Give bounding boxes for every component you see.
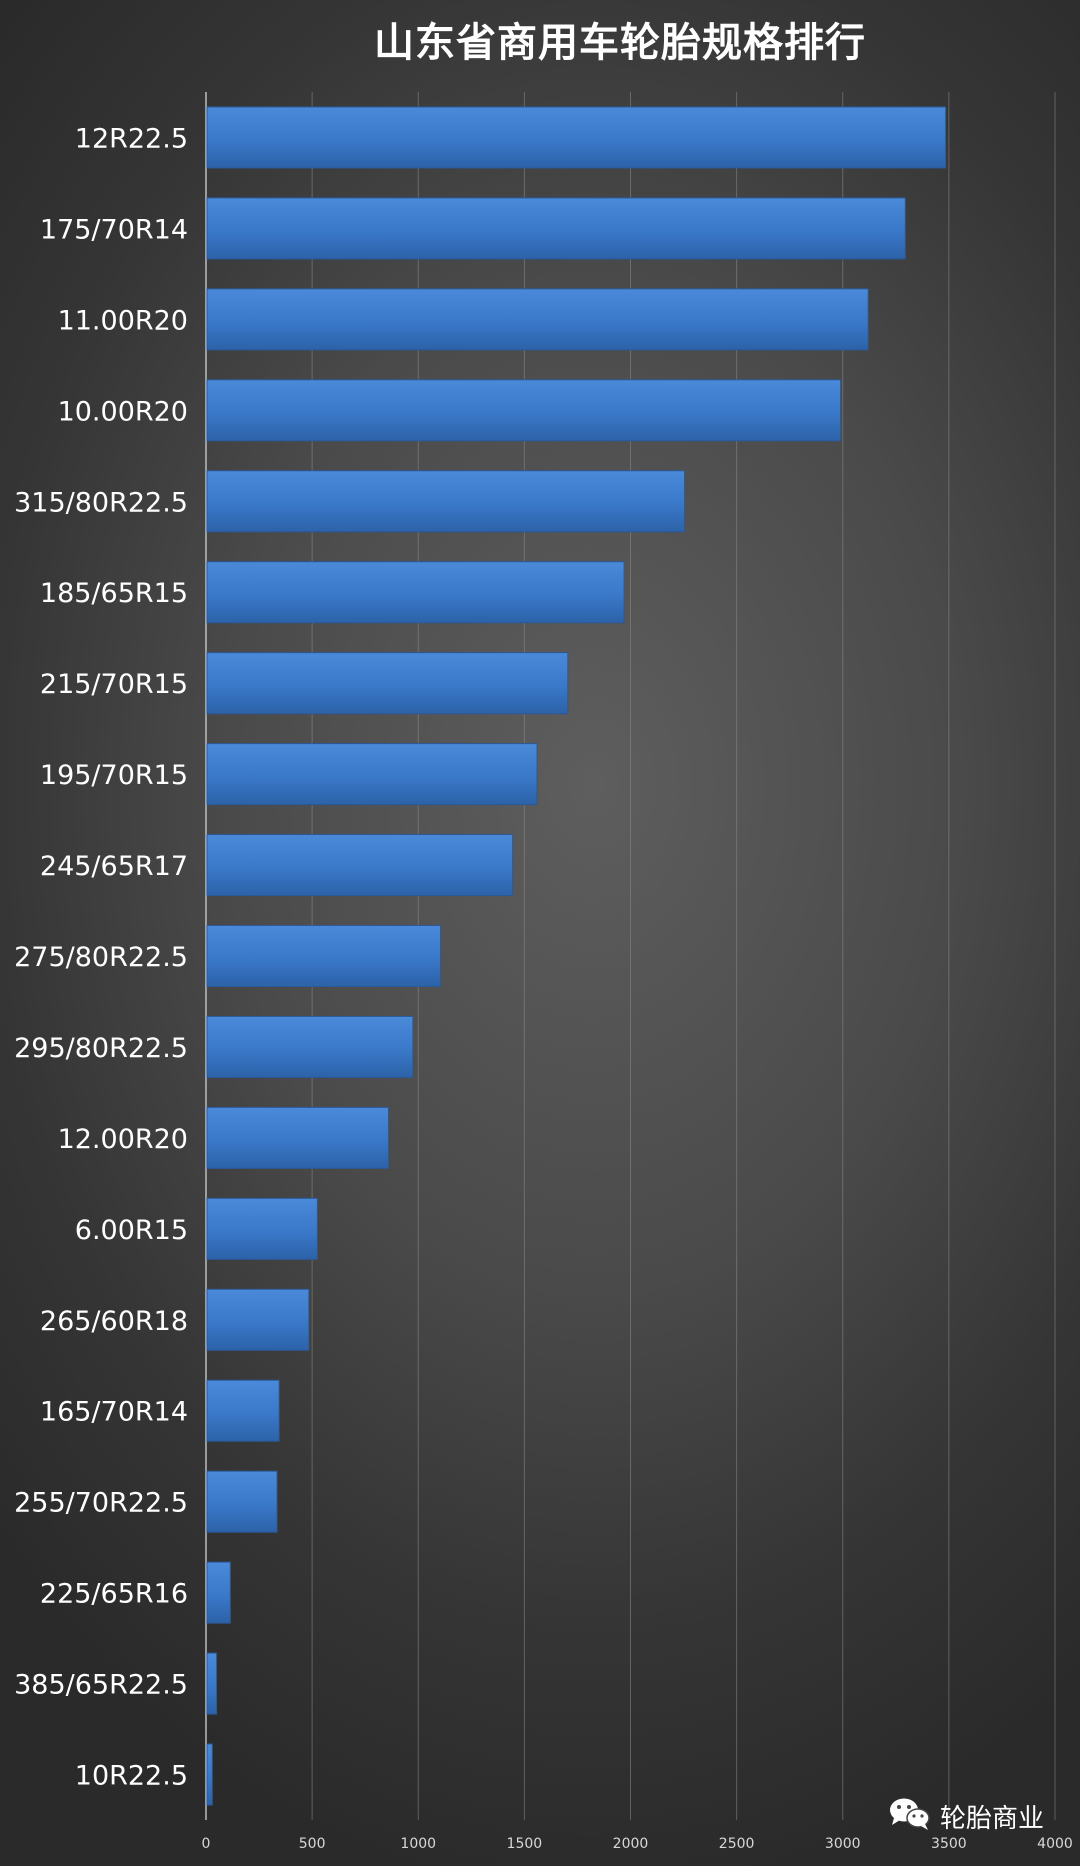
bar bbox=[206, 652, 569, 715]
category-label: 215/70R15 bbox=[40, 669, 188, 700]
category-label: 225/65R16 bbox=[40, 1579, 188, 1610]
category-label: 195/70R15 bbox=[40, 760, 188, 791]
category-label: 175/70R14 bbox=[40, 214, 188, 245]
category-label: 265/60R18 bbox=[40, 1306, 188, 1337]
bar bbox=[206, 561, 625, 624]
bar bbox=[206, 106, 947, 169]
category-label: 185/65R15 bbox=[40, 578, 188, 609]
x-tick-label: 4000 bbox=[1037, 1836, 1073, 1852]
category-label: 10.00R20 bbox=[58, 396, 188, 427]
x-tick-label: 2500 bbox=[719, 1836, 755, 1852]
chart-title: 山东省商用车轮胎规格排行 bbox=[374, 20, 866, 66]
bar bbox=[206, 1561, 231, 1624]
bar bbox=[206, 834, 514, 897]
category-label: 12R22.5 bbox=[75, 123, 188, 154]
bar bbox=[206, 1379, 280, 1442]
bar bbox=[206, 925, 441, 987]
category-label: 295/80R22.5 bbox=[14, 1033, 188, 1064]
bar bbox=[206, 1288, 310, 1351]
category-label: 315/80R22.5 bbox=[14, 487, 188, 518]
bar bbox=[206, 1652, 218, 1715]
watermark: 轮胎商业 bbox=[888, 1796, 1044, 1836]
watermark-text: 轮胎商业 bbox=[940, 1803, 1045, 1834]
x-tick-label: 3000 bbox=[825, 1836, 861, 1852]
x-tick-label: 2000 bbox=[613, 1836, 649, 1852]
bar bbox=[206, 1743, 213, 1806]
category-label: 275/80R22.5 bbox=[14, 942, 188, 973]
bar bbox=[206, 288, 869, 351]
category-labels: 12R22.5 175/70R14 11.00R20 10.00R20 315/80R2… bbox=[14, 123, 188, 1791]
category-label: 385/65R22.5 bbox=[14, 1670, 188, 1701]
category-label: 6.00R15 bbox=[75, 1215, 188, 1246]
x-tick-label: 0 bbox=[202, 1836, 211, 1852]
x-tick-labels: 0 500 1000 1500 2000 2500 3000 3500 4000 bbox=[202, 1836, 1073, 1852]
category-label: 245/65R17 bbox=[40, 851, 188, 882]
x-tick-label: 3500 bbox=[931, 1836, 967, 1852]
category-label: 255/70R22.5 bbox=[14, 1488, 188, 1519]
category-label: 12.00R20 bbox=[58, 1124, 188, 1155]
category-label: 11.00R20 bbox=[58, 305, 188, 336]
bar bbox=[206, 379, 842, 442]
bar bbox=[206, 470, 686, 533]
x-tick-label: 1500 bbox=[507, 1836, 543, 1852]
bars bbox=[206, 106, 947, 1806]
bar bbox=[206, 1197, 318, 1260]
x-tick-label: 500 bbox=[299, 1836, 326, 1852]
bar bbox=[206, 743, 538, 806]
bar bbox=[206, 1015, 414, 1078]
category-label: 165/70R14 bbox=[40, 1397, 188, 1428]
wechat-icon bbox=[888, 1796, 932, 1836]
bar bbox=[206, 1106, 389, 1169]
x-tick-label: 1000 bbox=[400, 1836, 436, 1852]
category-label: 10R22.5 bbox=[75, 1761, 188, 1792]
bar bbox=[206, 1470, 278, 1533]
bar bbox=[206, 197, 906, 260]
